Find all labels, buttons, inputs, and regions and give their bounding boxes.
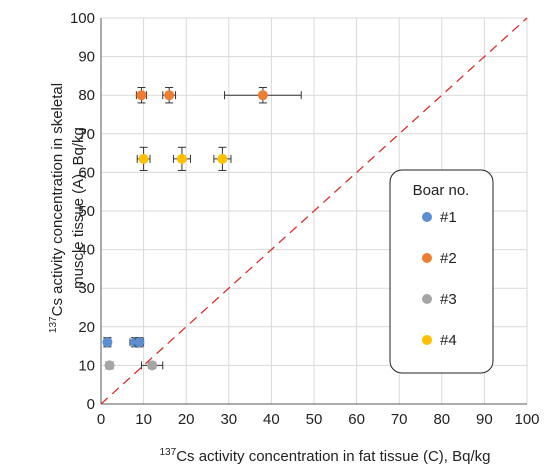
data-point-series1-3 [134, 337, 145, 348]
marker [257, 90, 268, 101]
y-tick-label: 60 [78, 164, 95, 181]
axes: 0 10 20 30 40 50 60 70 80 90 100 0 10 20 30 40 50 60 70 80 9… [70, 10, 540, 428]
x-tick-label: 60 [348, 411, 365, 428]
y-tick-label: 30 [78, 280, 95, 297]
legend-marker-4 [422, 335, 432, 345]
y-tick-label: 10 [78, 357, 95, 374]
x-tick-label: 30 [220, 411, 237, 428]
marker [164, 90, 175, 101]
legend: Boar no. #1 #2 #3 #4 [389, 169, 494, 374]
x-axis-title-superscript: 137 [160, 447, 177, 458]
y-tick-label: 50 [78, 203, 95, 220]
legend-marker-3 [422, 294, 432, 304]
legend-label-1: #1 [440, 209, 457, 226]
y-axis-title-superscript: 137 [48, 316, 59, 333]
x-tick-label: 90 [476, 411, 493, 428]
x-tick-label: 0 [97, 411, 105, 428]
data-point-series4-2 [172, 146, 191, 171]
legend-box [389, 169, 494, 374]
data-point-series3-2 [140, 360, 164, 371]
legend-marker-1 [422, 212, 432, 222]
data-points [102, 86, 302, 371]
legend-label-3: #3 [440, 291, 457, 308]
marker [176, 153, 187, 164]
x-tick-label: 70 [391, 411, 408, 428]
marker [104, 360, 115, 371]
data-point-series2-3 [224, 86, 302, 104]
y-tick-label: 70 [78, 126, 95, 143]
data-point-series2-2 [162, 86, 177, 104]
reference-line-group [100, 17, 528, 405]
y-tick-label: 90 [78, 49, 95, 66]
marker [147, 360, 158, 371]
y-tick-label: 80 [78, 87, 95, 104]
reference-line-1to1 [100, 17, 528, 405]
data-point-series4-1 [136, 146, 151, 171]
data-point-series4-3 [213, 146, 232, 171]
x-tick-label: 20 [178, 411, 195, 428]
data-point-series1-1 [102, 337, 113, 348]
marker [134, 337, 145, 348]
y-axis-title-line1: Cs activity concentration in skeletal [49, 83, 66, 316]
y-tick-label: 40 [78, 242, 95, 259]
legend-title: Boar no. [413, 182, 470, 199]
x-axis-title: 137Cs activity concentration in fat tiss… [160, 447, 491, 465]
x-tick-label: 10 [135, 411, 152, 428]
svg-text:137Cs activity concentration i: 137Cs activity concentration in fat tiss… [160, 447, 491, 465]
svg-text:137Cs activity concentration i: 137Cs activity concentration in skeletal [48, 83, 66, 333]
legend-marker-2 [422, 253, 432, 263]
legend-label-4: #4 [440, 332, 457, 349]
data-point-series2-1 [135, 86, 148, 104]
x-axis-title-text: Cs activity concentration in fat tissue … [176, 448, 490, 465]
x-tick-label: 40 [263, 411, 280, 428]
y-tick-label: 20 [78, 319, 95, 336]
legend-label-2: #2 [440, 250, 457, 267]
y-axis-title: 137Cs activity concentration in skeletal… [48, 83, 87, 333]
marker [136, 90, 147, 101]
y-tick-label: 0 [87, 396, 95, 413]
marker [102, 337, 113, 348]
marker [217, 153, 228, 164]
x-tick-label: 100 [514, 411, 539, 428]
y-axis-title-line2: muscle tissue (A), Bq/kg [70, 127, 87, 289]
data-point-series3-1 [104, 360, 115, 371]
x-tick-label: 50 [306, 411, 323, 428]
x-tick-label: 80 [433, 411, 450, 428]
y-tick-label: 100 [70, 10, 95, 27]
marker [138, 153, 149, 164]
